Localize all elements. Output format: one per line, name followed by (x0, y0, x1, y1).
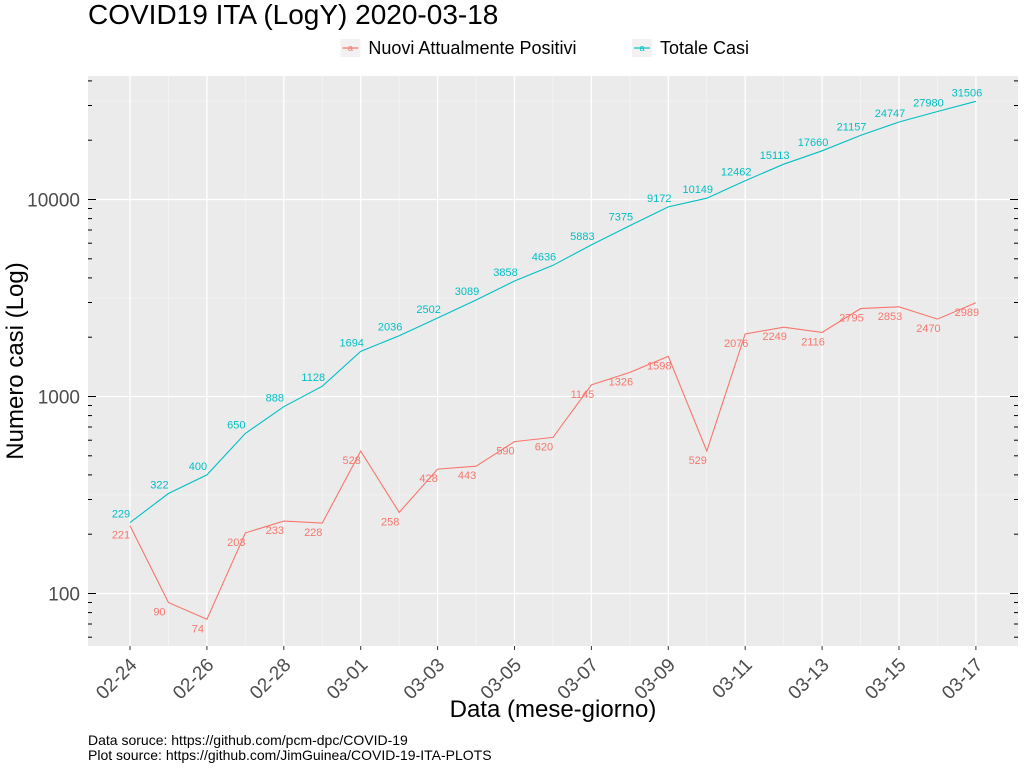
point-label: 3089 (455, 286, 479, 298)
point-label: 21157 (837, 121, 867, 133)
point-label: 31506 (952, 87, 983, 99)
point-label: 2795 (839, 313, 863, 325)
point-label: 620 (535, 441, 553, 453)
svg-text:a: a (639, 43, 644, 53)
point-label: 5883 (570, 231, 594, 243)
x-tick-label: 03-17 (938, 655, 987, 704)
point-label: 4636 (532, 251, 556, 263)
point-label: 2989 (955, 307, 979, 319)
point-label: 1694 (339, 337, 363, 349)
plot-source-caption: Plot source: https://github.com/JimGuine… (88, 747, 492, 763)
point-label: 400 (189, 461, 207, 473)
point-label: 2853 (878, 311, 902, 323)
y-axis-title: Numero casi (Log) (2, 262, 29, 459)
point-label: 590 (496, 446, 514, 458)
point-label: 322 (150, 479, 168, 491)
point-label: 258 (381, 516, 399, 528)
point-label: 2116 (801, 336, 825, 348)
point-label: 24747 (875, 108, 906, 120)
point-label: 650 (227, 419, 245, 431)
x-tick-label: 02-24 (92, 654, 142, 704)
y-axis: 100 1000 10000 (27, 80, 1018, 638)
legend-key: a (632, 39, 652, 57)
point-label: 529 (689, 455, 707, 467)
x-tick-label: 03-11 (709, 655, 757, 703)
point-label: 9172 (647, 193, 671, 205)
x-tick-label: 02-26 (169, 655, 218, 704)
point-labels: 221 90 74 203 233 228 528 258 428 443 590 620 1145 13… (112, 87, 982, 635)
point-label: 1145 (571, 389, 595, 401)
point-label: 428 (419, 473, 437, 485)
point-label: 233 (266, 525, 284, 537)
point-label: 10149 (682, 184, 713, 196)
point-label: 528 (343, 455, 361, 467)
point-label: 3858 (493, 267, 517, 279)
point-label: 2470 (916, 323, 940, 335)
point-label: 2249 (762, 331, 786, 343)
point-label: 1598 (647, 360, 671, 372)
x-tick-label: 03-03 (400, 655, 449, 704)
data-source-caption: Data soruce: https://github.com/pcm-dpc/… (88, 732, 408, 748)
x-axis-title: Data (mese-giorno) (450, 696, 657, 723)
x-tick-label: 02-28 (246, 655, 295, 704)
x-tick-label: 03-01 (323, 655, 372, 704)
point-label: 1128 (301, 372, 325, 384)
point-label: 443 (458, 470, 476, 482)
series-line-totale-casi (129, 100, 977, 524)
legend: a Nuovi Attualmente Positivi a Totale Casi (340, 38, 749, 58)
series-layer (129, 100, 977, 621)
y-tick-label: 1000 (38, 388, 80, 409)
point-label: 221 (112, 530, 130, 542)
y-tick-label: 100 (48, 585, 80, 606)
point-label: 74 (192, 623, 204, 635)
grid (88, 76, 1018, 646)
svg-text:a: a (348, 43, 353, 53)
point-label: 228 (304, 527, 322, 539)
point-label: 7375 (609, 212, 633, 224)
point-label: 229 (112, 509, 130, 521)
point-label: 1326 (609, 376, 633, 388)
point-label: 12462 (721, 167, 752, 179)
point-label: 15113 (760, 150, 790, 162)
point-label: 17660 (798, 137, 829, 149)
chart-title: COVID19 ITA (LogY) 2020-03-18 (88, 0, 498, 30)
series-line-nuovi-positivi (129, 302, 977, 621)
legend-label: Totale Casi (660, 38, 749, 58)
point-label: 27980 (913, 97, 944, 109)
point-label: 888 (266, 393, 284, 405)
x-tick-label: 03-15 (861, 655, 910, 704)
y-tick-label: 10000 (27, 191, 80, 212)
point-label: 203 (227, 537, 245, 549)
legend-key: a (340, 39, 361, 57)
legend-label: Nuovi Attualmente Positivi (368, 38, 576, 58)
point-label: 2036 (378, 322, 402, 334)
point-label: 2502 (416, 304, 440, 316)
point-label: 90 (153, 607, 165, 619)
point-label: 2076 (724, 338, 748, 350)
x-tick-label: 03-13 (784, 655, 833, 704)
